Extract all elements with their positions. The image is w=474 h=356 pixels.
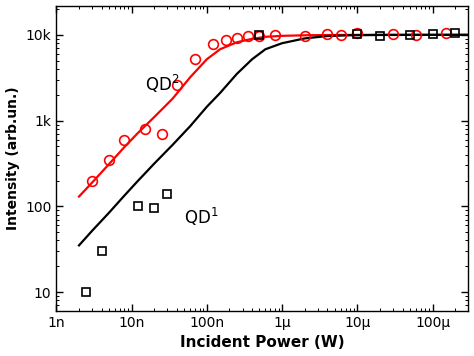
Text: QD$^1$: QD$^1$ bbox=[184, 206, 219, 228]
X-axis label: Incident Power (W): Incident Power (W) bbox=[180, 335, 345, 350]
Text: QD$^2$: QD$^2$ bbox=[145, 73, 179, 95]
Y-axis label: Intensity (arb.un.): Intensity (arb.un.) bbox=[6, 87, 19, 230]
